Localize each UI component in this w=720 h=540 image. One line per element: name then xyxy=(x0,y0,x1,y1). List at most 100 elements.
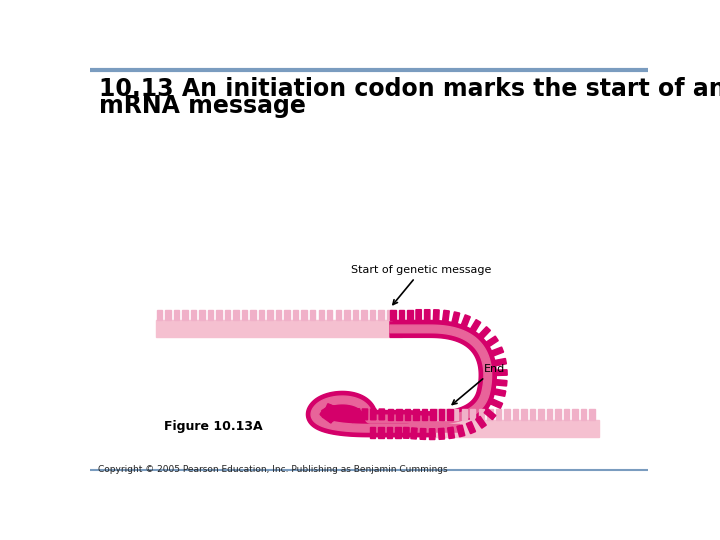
Polygon shape xyxy=(457,425,465,437)
Polygon shape xyxy=(327,309,333,320)
Polygon shape xyxy=(371,409,376,420)
Polygon shape xyxy=(302,309,307,320)
Polygon shape xyxy=(494,389,505,396)
Polygon shape xyxy=(416,309,421,320)
Polygon shape xyxy=(453,409,459,420)
Polygon shape xyxy=(322,405,333,415)
Polygon shape xyxy=(259,309,264,320)
Polygon shape xyxy=(462,315,470,327)
Polygon shape xyxy=(495,359,506,366)
Polygon shape xyxy=(242,309,247,320)
Polygon shape xyxy=(429,429,435,440)
Polygon shape xyxy=(390,309,396,320)
Polygon shape xyxy=(379,409,384,420)
Polygon shape xyxy=(387,409,393,420)
Polygon shape xyxy=(284,309,290,320)
Polygon shape xyxy=(325,410,335,422)
Polygon shape xyxy=(486,336,498,347)
Polygon shape xyxy=(399,309,405,320)
Polygon shape xyxy=(369,309,375,320)
Text: End: End xyxy=(452,364,505,404)
Polygon shape xyxy=(225,309,230,320)
Polygon shape xyxy=(546,409,552,420)
Polygon shape xyxy=(344,309,349,320)
Polygon shape xyxy=(165,309,171,320)
Polygon shape xyxy=(362,409,368,420)
Polygon shape xyxy=(443,310,449,322)
Polygon shape xyxy=(513,409,518,420)
Polygon shape xyxy=(581,409,586,420)
Polygon shape xyxy=(347,409,356,421)
Polygon shape xyxy=(338,408,343,420)
Polygon shape xyxy=(378,309,384,320)
Text: mRNA message: mRNA message xyxy=(99,94,306,118)
Polygon shape xyxy=(310,309,315,320)
Polygon shape xyxy=(349,414,361,422)
Polygon shape xyxy=(322,413,334,423)
Polygon shape xyxy=(354,409,360,420)
Polygon shape xyxy=(353,309,358,320)
Polygon shape xyxy=(476,416,486,428)
Polygon shape xyxy=(276,309,282,320)
Polygon shape xyxy=(492,347,503,356)
Polygon shape xyxy=(370,428,375,438)
Polygon shape xyxy=(387,428,392,438)
Polygon shape xyxy=(307,320,496,437)
Polygon shape xyxy=(182,309,188,320)
Text: 10.13 An initiation codon marks the start of an: 10.13 An initiation codon marks the star… xyxy=(99,77,720,101)
Polygon shape xyxy=(411,428,417,439)
Polygon shape xyxy=(521,409,526,420)
Polygon shape xyxy=(330,409,338,421)
Polygon shape xyxy=(293,309,298,320)
Polygon shape xyxy=(216,309,222,320)
Polygon shape xyxy=(564,409,570,420)
Polygon shape xyxy=(495,380,507,386)
Polygon shape xyxy=(267,309,273,320)
Polygon shape xyxy=(479,327,490,338)
Polygon shape xyxy=(420,428,426,440)
Polygon shape xyxy=(431,409,436,420)
Text: Start of genetic message: Start of genetic message xyxy=(351,265,492,305)
Polygon shape xyxy=(343,408,350,420)
Polygon shape xyxy=(495,409,501,420)
Polygon shape xyxy=(251,309,256,320)
Polygon shape xyxy=(487,409,492,420)
Polygon shape xyxy=(530,409,535,420)
Polygon shape xyxy=(338,407,345,419)
Polygon shape xyxy=(156,320,402,338)
Polygon shape xyxy=(311,325,492,432)
Polygon shape xyxy=(470,320,481,332)
Polygon shape xyxy=(484,409,496,420)
Polygon shape xyxy=(346,408,352,419)
Polygon shape xyxy=(462,409,467,420)
Polygon shape xyxy=(191,309,196,320)
Polygon shape xyxy=(413,409,418,420)
Polygon shape xyxy=(425,309,430,320)
Polygon shape xyxy=(208,309,213,320)
Polygon shape xyxy=(438,428,444,440)
Polygon shape xyxy=(467,422,475,434)
Polygon shape xyxy=(448,427,454,438)
Polygon shape xyxy=(436,420,599,437)
Polygon shape xyxy=(395,428,401,438)
Polygon shape xyxy=(378,428,384,438)
Polygon shape xyxy=(444,409,450,420)
Polygon shape xyxy=(199,309,204,320)
Polygon shape xyxy=(433,310,439,321)
Polygon shape xyxy=(438,409,444,420)
Polygon shape xyxy=(452,312,459,323)
Polygon shape xyxy=(330,406,338,417)
Polygon shape xyxy=(405,409,410,420)
Polygon shape xyxy=(504,409,510,420)
Polygon shape xyxy=(447,409,453,420)
Polygon shape xyxy=(361,309,366,320)
Polygon shape xyxy=(348,411,360,423)
Polygon shape xyxy=(479,409,484,420)
Polygon shape xyxy=(496,370,507,375)
Polygon shape xyxy=(403,428,409,438)
Polygon shape xyxy=(422,409,427,420)
Polygon shape xyxy=(470,409,475,420)
Polygon shape xyxy=(387,309,392,320)
Polygon shape xyxy=(572,409,577,420)
Polygon shape xyxy=(436,409,441,420)
